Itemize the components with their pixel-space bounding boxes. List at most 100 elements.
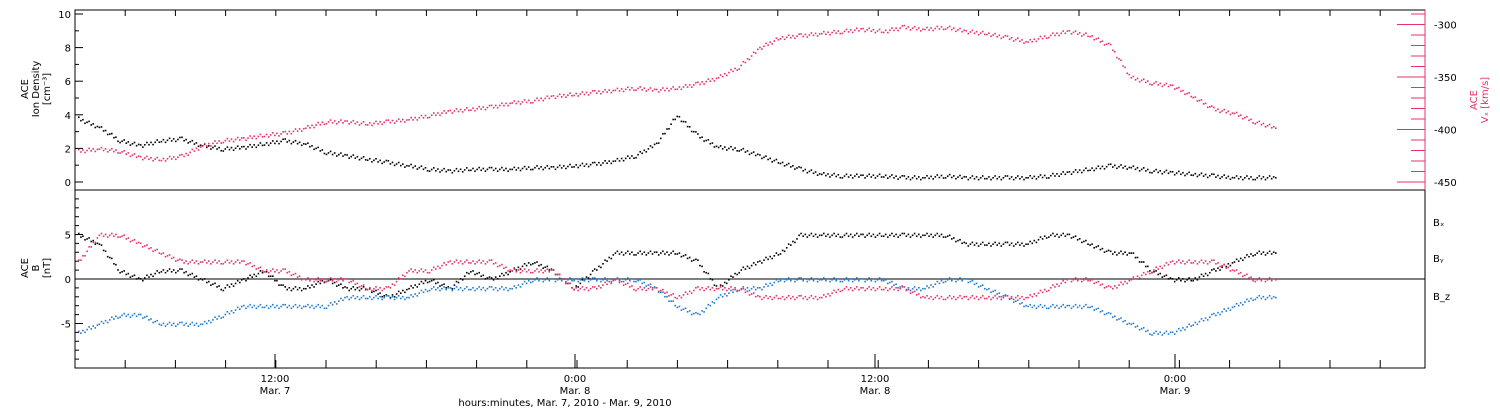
vx-point [445, 112, 447, 114]
ion-density-point [1120, 164, 1122, 166]
vx-point [1130, 77, 1133, 79]
ion-density-point [738, 150, 740, 152]
vx-point [614, 89, 617, 92]
ion-density-point [133, 141, 136, 144]
by-point [1128, 322, 1131, 325]
vx-point [612, 89, 615, 92]
ion-density-point [946, 175, 949, 177]
vx-point [1066, 30, 1069, 32]
by-point [239, 308, 241, 310]
bz-point [509, 269, 511, 271]
by-point [1252, 299, 1254, 302]
by-point [499, 287, 501, 290]
bx-point [1248, 255, 1250, 258]
vx-point [387, 119, 390, 121]
bx-point [1006, 241, 1009, 244]
bx-point [1163, 275, 1166, 277]
bz-point [158, 252, 161, 254]
by-point [530, 281, 532, 284]
bz-point [185, 260, 187, 262]
by-point [699, 313, 701, 316]
bx-point [701, 265, 703, 268]
by-point [713, 302, 716, 304]
vx-point [777, 39, 780, 41]
ion-density-point [777, 162, 780, 164]
vx-point [579, 93, 582, 95]
vx-point [482, 106, 485, 108]
by-point [121, 314, 123, 317]
vx-point [360, 122, 363, 125]
by-point [296, 306, 299, 309]
by-point [986, 288, 988, 291]
ion-density-point [1264, 178, 1267, 181]
by-point [342, 299, 344, 302]
by-point [168, 321, 171, 324]
vx-point [148, 158, 150, 161]
bz-point [986, 297, 988, 300]
vx-point [1114, 50, 1116, 53]
bz-point [214, 259, 216, 261]
bx-point [148, 276, 150, 278]
bz-point [404, 275, 406, 278]
by-point [259, 303, 262, 306]
bx-point [455, 280, 458, 283]
bz-point [1159, 265, 1161, 268]
vx-point [245, 139, 247, 141]
bz-point [1056, 283, 1058, 285]
by-point [358, 298, 361, 301]
vx-point [1060, 32, 1062, 35]
by-point [1165, 330, 1168, 333]
ion-density-point [674, 118, 676, 121]
vx-point [1087, 35, 1089, 38]
bx-point [445, 287, 447, 289]
vx-point [785, 36, 788, 39]
top-ytick-label: 0 [65, 178, 71, 189]
vx-point [837, 30, 840, 32]
bx-point [1089, 244, 1091, 246]
bx-point [395, 293, 398, 295]
by-point [672, 300, 674, 302]
vx-point [1239, 114, 1242, 116]
bx-point [705, 271, 707, 274]
vx-point [208, 142, 210, 145]
vx-point [257, 135, 260, 138]
bz-point [172, 256, 175, 259]
vx-point [292, 130, 295, 133]
bx-point [294, 286, 297, 288]
vx-point [688, 84, 691, 86]
legend-bz: B_z [1433, 292, 1450, 303]
ion-density-point [383, 161, 385, 163]
vx-point [255, 137, 258, 140]
ion-density-point [587, 165, 590, 168]
by-point [777, 280, 780, 283]
vx-point [104, 148, 107, 150]
bz-point [730, 286, 732, 288]
bx-point [119, 271, 121, 274]
bx-point [629, 253, 631, 255]
by-point [552, 278, 555, 280]
bz-point [874, 289, 877, 292]
bx-point [1066, 233, 1069, 236]
vx-point [1202, 103, 1205, 105]
bx-point [274, 279, 276, 282]
bx-point [862, 233, 864, 236]
ion-density-point [410, 163, 412, 166]
by-point [1198, 320, 1201, 323]
bx-point [639, 250, 641, 253]
ion-density-point [356, 155, 359, 158]
ion-density-point [932, 178, 934, 180]
bz-point [236, 259, 239, 261]
ion-density-point [647, 148, 650, 150]
bx-point [1083, 240, 1085, 243]
bz-point [868, 286, 870, 288]
bz-point [400, 278, 402, 280]
vx-point [499, 104, 501, 107]
by-point [125, 315, 128, 318]
vx-point [856, 27, 858, 30]
bz-point [195, 260, 198, 262]
by-point [199, 323, 202, 326]
ion-density-point [439, 171, 441, 173]
ion-density-point [558, 164, 561, 167]
by-point [984, 287, 986, 290]
by-point [1134, 326, 1137, 328]
